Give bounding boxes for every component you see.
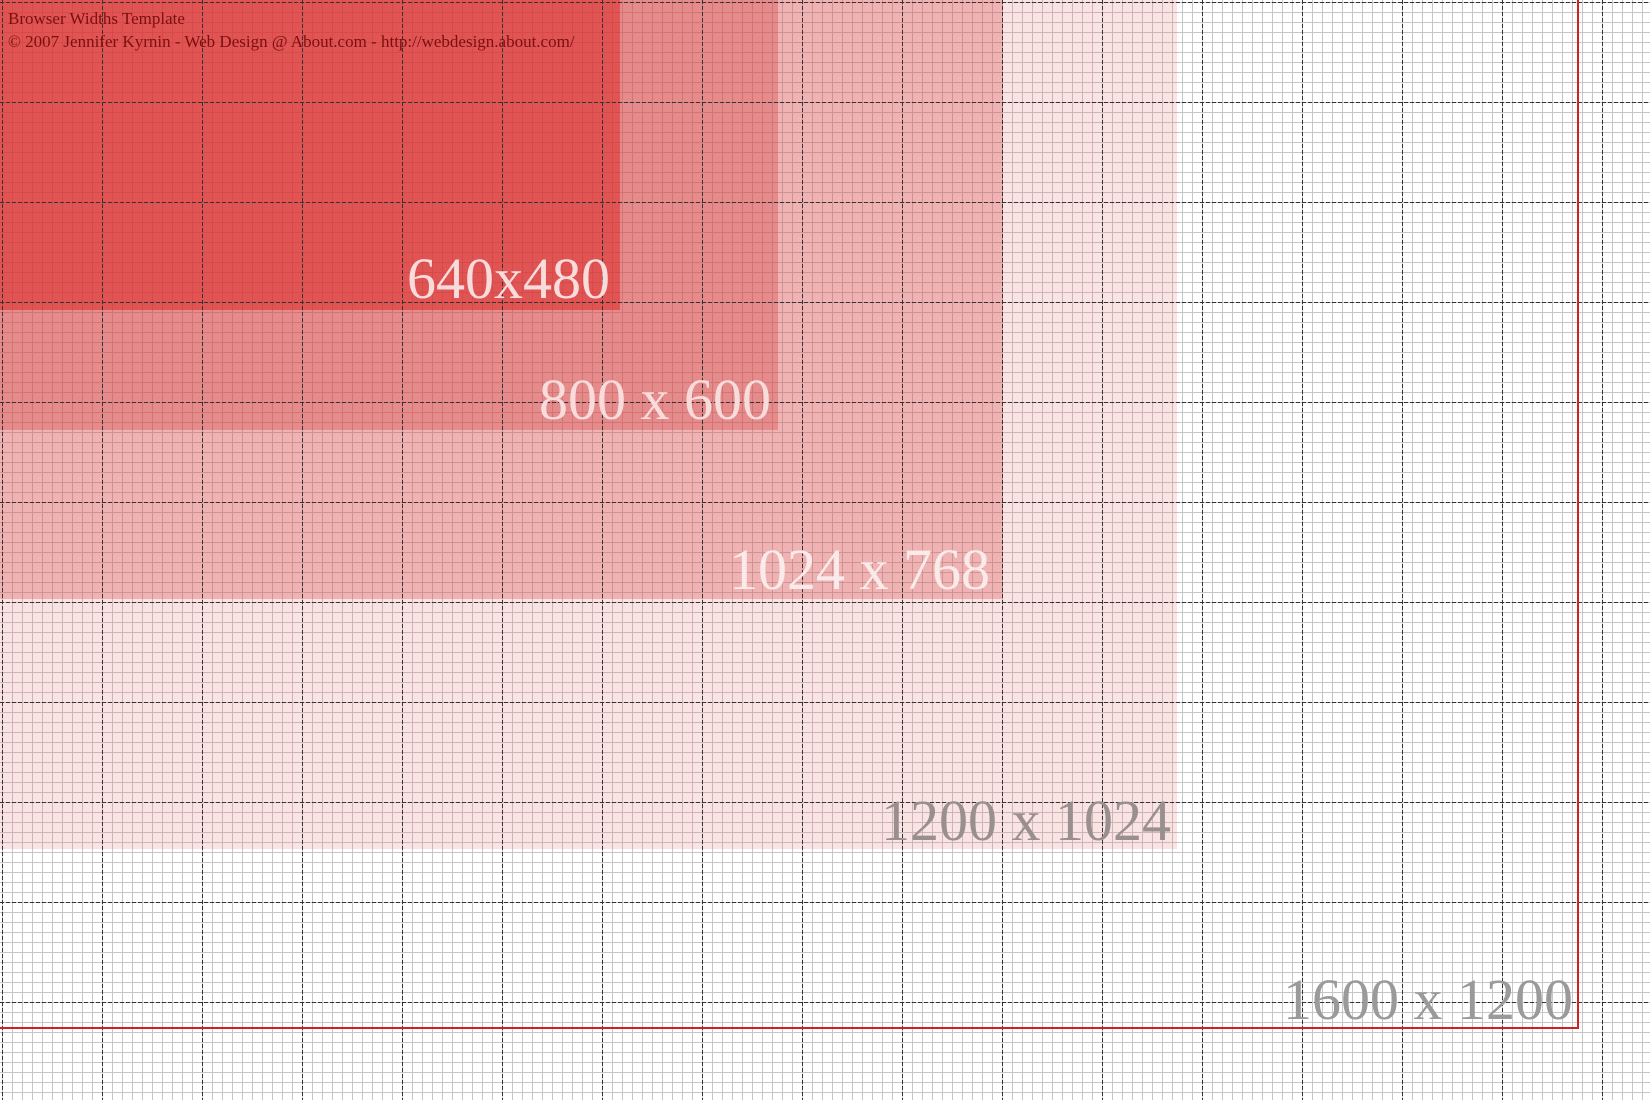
credits: Browser Widths Template © 2007 Jennifer … <box>8 7 575 53</box>
frame-1600x1200 <box>0 0 1579 1029</box>
region-640x480 <box>0 0 620 310</box>
label-1200x1024: 1200 x 1024 <box>881 788 1171 853</box>
copyright-line: © 2007 Jennifer Kyrnin - Web Design @ Ab… <box>8 32 575 51</box>
label-1600x1200: 1600 x 1200 <box>1283 967 1573 1032</box>
label-1024x768: 1024 x 768 <box>729 537 990 602</box>
label-640x480: 640x480 <box>407 246 610 311</box>
template-title: Browser Widths Template <box>8 9 185 28</box>
label-800x600: 800 x 600 <box>539 367 771 432</box>
